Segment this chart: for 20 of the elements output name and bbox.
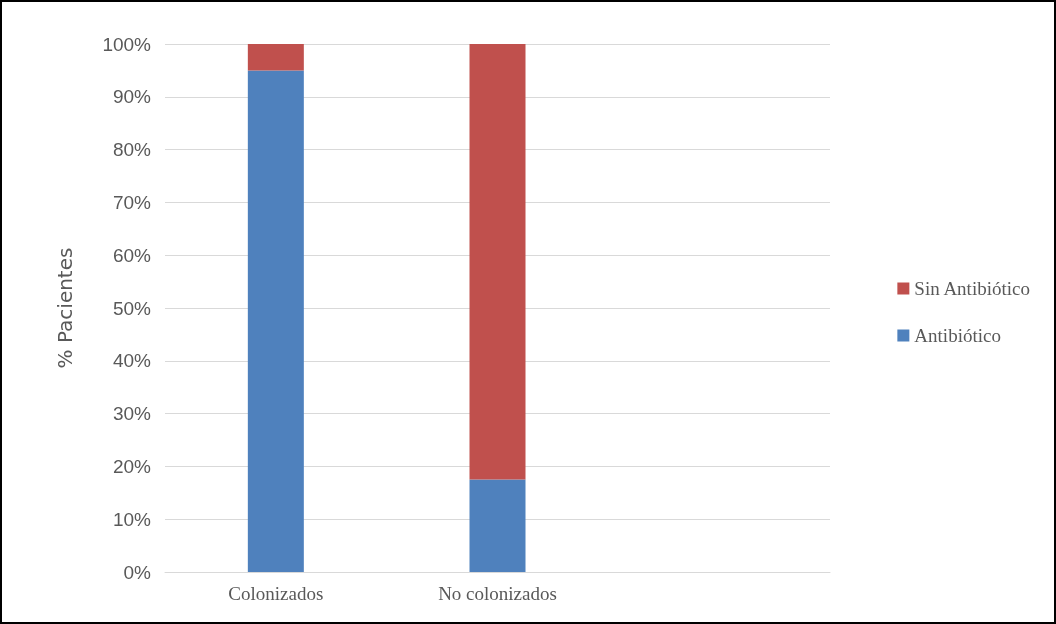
bar xyxy=(247,44,304,71)
x-tick-label: Colonizados xyxy=(228,583,324,604)
y-tick-label: 60% xyxy=(112,244,152,266)
bar xyxy=(469,44,526,480)
y-tick-label: 30% xyxy=(112,403,152,425)
y-tick-label: 0% xyxy=(123,561,152,583)
bar xyxy=(247,70,304,572)
y-tick-label: 10% xyxy=(112,508,152,530)
legend-label: Antibiótico xyxy=(914,325,1001,346)
y-tick-label: 80% xyxy=(112,139,152,161)
y-axis-title: % Pacientes xyxy=(53,247,77,369)
y-tick-label: 90% xyxy=(112,86,152,108)
y-tick-label: 70% xyxy=(112,191,152,213)
y-tick-label: 50% xyxy=(112,297,152,319)
x-tick-label: No colonizados xyxy=(438,583,557,604)
bar xyxy=(469,479,526,572)
y-tick-label: 20% xyxy=(112,455,152,477)
y-tick-label: 100% xyxy=(102,33,152,55)
legend-label: Sin Antibiótico xyxy=(914,278,1030,299)
y-tick-label: 40% xyxy=(112,350,152,372)
